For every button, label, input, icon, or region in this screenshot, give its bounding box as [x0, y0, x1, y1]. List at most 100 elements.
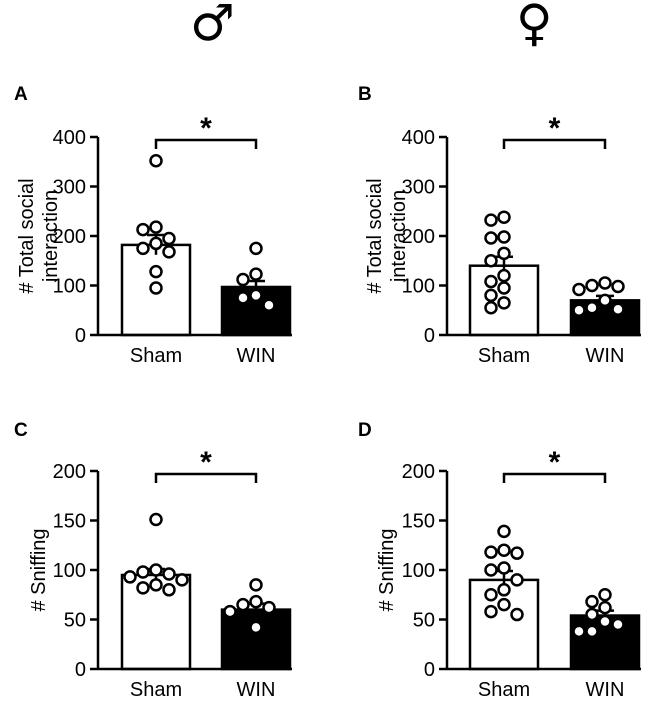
- significance-bracket: [154, 138, 258, 149]
- panel-label: A: [14, 84, 28, 105]
- panel-d: D # Sniffing 0 50 100 150 200 Sham WIN *: [358, 420, 641, 701]
- data-point: [136, 241, 150, 256]
- y-tick-label: 100: [402, 276, 435, 298]
- data-point: [497, 561, 511, 575]
- y-tick-label: 100: [53, 276, 86, 298]
- data-point: [136, 565, 150, 579]
- male-symbol-icon: ♂: [190, 0, 235, 52]
- data-point: [162, 567, 176, 581]
- y-tick-label: 0: [75, 325, 86, 347]
- data-point: [249, 241, 263, 256]
- data-point: [149, 236, 163, 251]
- y-axis-label: # Sniffing: [376, 528, 398, 611]
- y-axis-label: # Total social: [364, 178, 386, 293]
- bar-win: [220, 608, 292, 671]
- significance-bracket: [502, 472, 607, 483]
- data-point: [497, 268, 511, 283]
- y-tick-label: 50: [64, 610, 86, 632]
- x-tick-label: WIN: [586, 679, 625, 701]
- data-point: [585, 278, 599, 293]
- data-point: [249, 620, 263, 635]
- data-point: [611, 279, 625, 294]
- y-tick-label: 200: [53, 461, 86, 483]
- data-point: [611, 302, 625, 317]
- y-tick-label: 300: [53, 177, 86, 199]
- panel-label: C: [14, 420, 28, 441]
- data-point: [598, 588, 612, 602]
- data-point: [162, 583, 176, 597]
- x-tick-label: Sham: [478, 345, 530, 367]
- y-tick-label: 400: [402, 127, 435, 149]
- data-point: [149, 264, 163, 279]
- y-axis-label: # Sniffing: [28, 528, 50, 611]
- x-tick-label: Sham: [130, 345, 182, 367]
- data-point: [249, 594, 263, 609]
- x-tick-label: WIN: [586, 345, 625, 367]
- y-tick-label: 400: [53, 127, 86, 149]
- data-point: [162, 245, 176, 259]
- data-point: [149, 563, 163, 577]
- x-tick-label: WIN: [237, 345, 276, 367]
- data-point: [484, 213, 498, 227]
- data-point: [585, 594, 599, 609]
- data-point: [497, 583, 511, 597]
- data-point: [236, 597, 250, 612]
- data-point: [585, 301, 599, 315]
- female-symbol-icon: ♀: [516, 0, 553, 52]
- data-point: [497, 296, 511, 310]
- data-point: [598, 293, 612, 308]
- data-point: [572, 282, 586, 297]
- significance-star: *: [549, 112, 561, 145]
- data-point: [484, 545, 498, 559]
- data-point: [598, 614, 612, 629]
- data-point: [598, 276, 612, 290]
- data-point: [484, 604, 498, 619]
- data-point: [236, 291, 250, 305]
- panel-b: B # Total social interaction 0 100 200 300 400 S…: [358, 84, 641, 367]
- data-point: [249, 267, 263, 281]
- y-axis-label: interaction: [40, 190, 62, 282]
- data-point: [484, 231, 498, 245]
- data-point: [598, 600, 612, 615]
- data-point: [572, 624, 586, 639]
- y-tick-label: 0: [424, 659, 435, 681]
- y-tick-label: 100: [402, 560, 435, 582]
- significance-bracket: [502, 138, 607, 149]
- y-tick-label: 300: [402, 177, 435, 199]
- x-tick-label: Sham: [478, 679, 530, 701]
- data-point: [611, 617, 625, 632]
- panel-a: A # Total social interaction 0 100 200 300 400 S…: [14, 84, 292, 367]
- data-point: [223, 604, 237, 619]
- data-point: [249, 578, 263, 592]
- data-point: [497, 597, 511, 612]
- data-point: [497, 210, 511, 224]
- y-axis-label: # Total social: [16, 178, 38, 293]
- data-point: [236, 272, 250, 287]
- x-tick-label: WIN: [237, 679, 276, 701]
- y-tick-label: 0: [75, 659, 86, 681]
- data-point: [497, 230, 511, 244]
- data-point: [484, 588, 498, 602]
- data-point: [497, 246, 511, 261]
- panel-label: D: [358, 420, 372, 441]
- y-tick-label: 0: [424, 325, 435, 347]
- data-point: [497, 543, 511, 557]
- data-point: [484, 301, 498, 315]
- significance-star: *: [200, 446, 212, 479]
- significance-star: *: [200, 112, 212, 145]
- data-point: [497, 281, 511, 295]
- data-point: [262, 600, 276, 615]
- data-point: [484, 563, 498, 577]
- significance-bracket: [154, 472, 258, 483]
- data-point: [162, 231, 176, 246]
- y-tick-label: 200: [402, 226, 435, 248]
- data-point: [497, 524, 511, 539]
- data-point: [249, 288, 263, 303]
- y-axis-label: interaction: [388, 190, 410, 282]
- data-point: [572, 303, 586, 317]
- y-tick-label: 200: [402, 461, 435, 483]
- data-point: [510, 546, 524, 560]
- data-point: [510, 573, 524, 587]
- data-point: [136, 581, 150, 595]
